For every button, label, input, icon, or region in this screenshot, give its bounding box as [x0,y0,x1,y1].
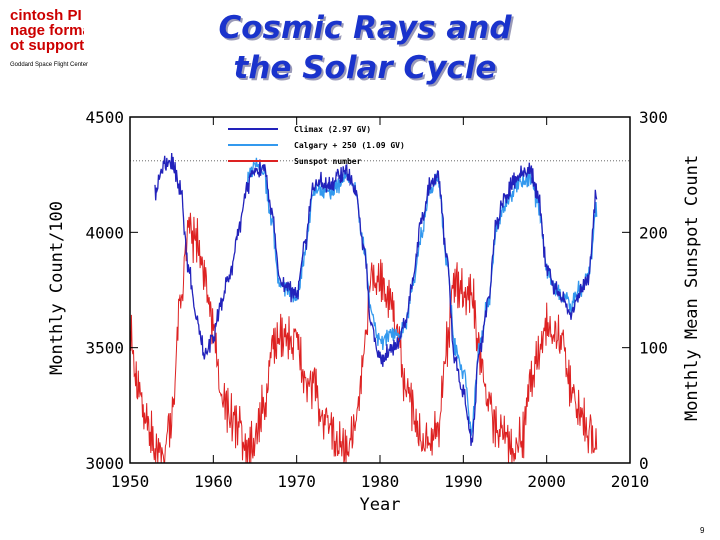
y-left-tick-label: 3500 [85,339,124,358]
y-right-tick-label: 0 [639,454,649,473]
x-tick-label: 1970 [277,472,316,491]
legend-label: Calgary + 250 (1.09 GV) [294,141,405,150]
series-line-sunspot-number [130,212,598,463]
slide-title: Cosmic Rays and the Solar Cycle [190,8,540,88]
logo-text-line-2: nage forma [10,22,84,39]
series-line-calgary-250-1-09-gv [246,157,598,437]
logo-text-line-1: cintosh PI [10,8,82,24]
slide-number: 9 [700,526,705,535]
x-axis-label: Year [360,495,401,515]
x-tick-label: 1980 [361,472,400,491]
y-axis-left-label: Monthly Count/100 [47,201,67,375]
title-line-1: Cosmic Rays and [218,10,512,46]
y-left-tick-label: 4500 [85,108,124,127]
y-left-tick-label: 4000 [85,223,124,242]
x-tick-label: 1990 [444,472,483,491]
title-line-2: the Solar Cycle [233,50,497,86]
missing-image-placeholder: cintosh PI nage forma ot support [0,8,84,54]
y-right-tick-label: 300 [639,108,668,127]
series-line-climax-2-97-gv [154,152,598,446]
y-right-tick-label: 100 [639,339,668,358]
x-tick-label: 1960 [194,472,233,491]
x-tick-label: 2000 [527,472,566,491]
y-right-tick-label: 200 [639,223,668,242]
agency-label: Goddard Space Flight Center [10,62,89,68]
x-tick-label: 1950 [111,472,150,491]
logo-text-line-3: ot support [10,37,84,54]
y-axis-right-label: Monthly Mean Sunspot Count [682,155,702,421]
legend-label: Sunspot number [294,157,362,166]
x-tick-label: 2010 [611,472,650,491]
legend-label: Climax (2.97 GV) [294,124,371,134]
y-left-tick-label: 3000 [85,454,124,473]
